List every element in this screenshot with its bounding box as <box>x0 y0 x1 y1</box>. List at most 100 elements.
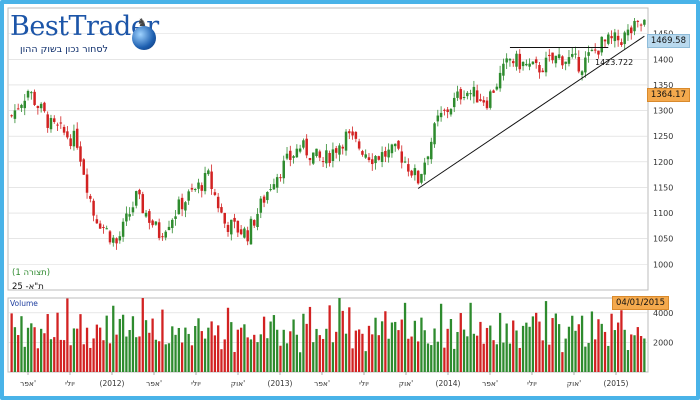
volume-bar <box>472 333 476 372</box>
candle-body <box>551 52 554 61</box>
candle-body <box>338 145 341 155</box>
candle-body <box>105 228 108 230</box>
volume-bar <box>230 322 233 372</box>
candle-body <box>472 86 476 97</box>
volume-bar <box>590 311 594 372</box>
x-tick-label: (2012) <box>100 379 125 388</box>
candle-body <box>49 117 53 130</box>
volume-bar <box>361 333 364 372</box>
volume-bar <box>567 326 571 372</box>
candle-body <box>236 220 240 233</box>
volume-bar <box>20 316 23 372</box>
candle-body <box>443 109 446 111</box>
candle-body <box>125 213 128 222</box>
candle-body <box>134 191 138 206</box>
volume-bar <box>112 305 115 372</box>
candle-body <box>357 141 361 149</box>
volume-bar <box>384 311 387 372</box>
volume-bar <box>443 347 446 372</box>
candle-body <box>239 229 243 235</box>
candle-body <box>374 156 377 164</box>
candle-body <box>171 219 174 229</box>
volume-bar <box>197 318 200 372</box>
volume-bar <box>630 334 633 372</box>
volume-bar <box>518 347 521 372</box>
volume-bar <box>331 342 335 372</box>
candle-body <box>574 53 577 55</box>
volume-bar <box>200 331 203 372</box>
volume-bar <box>495 344 498 372</box>
volume-bar <box>594 339 597 372</box>
volume-bar <box>489 325 492 372</box>
logo-tagline: לסחור נכון בשוק ההון <box>20 44 108 55</box>
candle-body <box>102 226 105 228</box>
candle-body <box>118 236 122 241</box>
candle-body <box>439 112 443 118</box>
trendline <box>417 35 645 189</box>
volume-bar <box>639 336 643 372</box>
volume-bar <box>505 323 508 372</box>
volume-bar <box>580 315 584 372</box>
volume-bar <box>476 335 479 372</box>
volume-bar <box>548 344 551 372</box>
current-price-tag: 1469.58 <box>646 34 690 48</box>
candle-body <box>308 157 312 161</box>
candle-body <box>541 70 544 73</box>
volume-bar <box>105 315 108 372</box>
volume-bar <box>220 349 223 372</box>
volume-bar <box>17 335 20 372</box>
volume-bar <box>544 301 548 372</box>
volume-bar <box>217 325 220 372</box>
volume-bar <box>92 338 95 372</box>
candle-body <box>98 223 102 229</box>
volume-bar <box>557 324 561 372</box>
candle-body <box>449 109 453 115</box>
price-tick-label: 1400 <box>653 55 673 64</box>
candle-body <box>371 159 374 165</box>
volume-bar <box>213 335 217 372</box>
candle-body <box>630 27 633 34</box>
volume-bar <box>79 314 82 372</box>
volume-bar <box>371 334 374 372</box>
volume-bar <box>413 320 417 372</box>
volume-bar <box>131 316 135 372</box>
volume-bar <box>272 315 276 372</box>
volume-bar <box>521 325 525 372</box>
candle-body <box>567 57 571 64</box>
volume-bar <box>397 330 400 372</box>
candle-body <box>82 159 86 175</box>
volume-bar <box>243 324 246 372</box>
volume-bar <box>623 329 626 372</box>
volume-bar <box>374 317 377 372</box>
x-tick-label: אוק' <box>567 379 581 388</box>
x-tick-label: יולי <box>359 379 369 388</box>
candle-body <box>577 57 581 72</box>
volume-bar <box>436 341 439 372</box>
volume-bar <box>446 328 449 372</box>
candle-body <box>538 65 541 73</box>
volume-bar <box>613 330 617 372</box>
volume-bar <box>33 327 36 372</box>
volume-bar <box>459 313 462 372</box>
volume-bar <box>39 328 43 372</box>
candle-body <box>26 91 30 98</box>
candle-body <box>92 200 95 216</box>
price-tick-label: 1300 <box>653 107 673 116</box>
volume-bar <box>151 318 154 372</box>
volume-bar <box>453 348 456 372</box>
candle-body <box>400 151 404 163</box>
x-tick-label: יולי <box>191 379 201 388</box>
volume-bar <box>433 328 436 372</box>
candle-body <box>479 99 482 101</box>
price-tick-label: 1250 <box>653 132 673 141</box>
candle-body <box>282 160 285 179</box>
candle-body <box>275 177 279 188</box>
volume-bar <box>351 348 354 372</box>
volume-bar <box>357 329 361 372</box>
candle-body <box>197 182 200 189</box>
candle-body <box>115 238 118 244</box>
volume-bar <box>426 343 430 372</box>
volume-bar <box>43 333 46 372</box>
candle-body <box>318 151 322 158</box>
